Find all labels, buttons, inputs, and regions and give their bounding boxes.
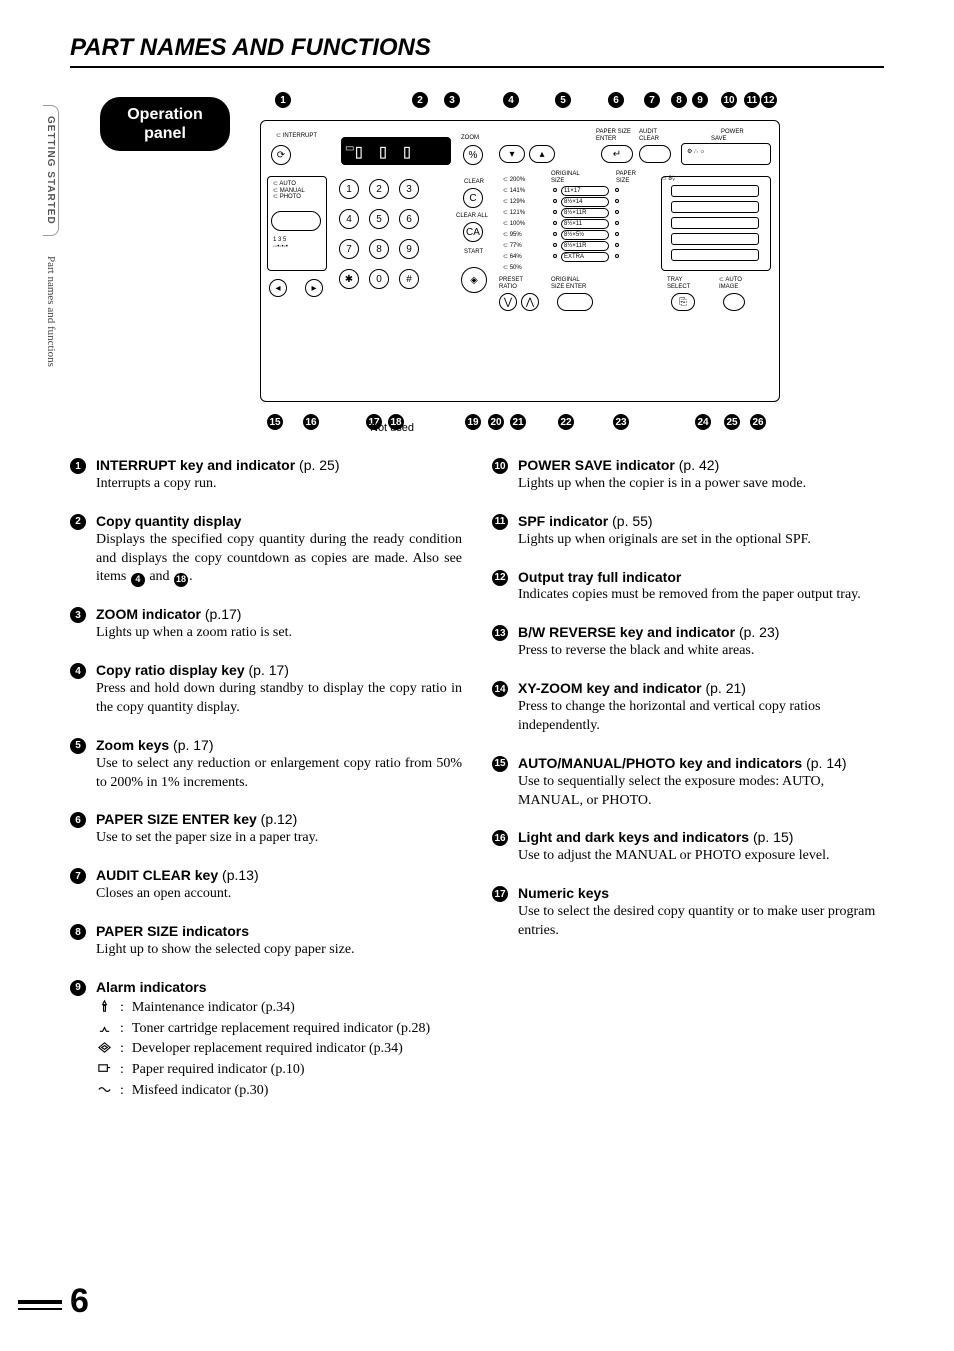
item-1: 1 INTERRUPT key and indicator (p. 25)Int… xyxy=(70,456,462,494)
side-tabs: GETTING STARTED Part names and functions xyxy=(36,105,66,367)
not-used-label: Not used xyxy=(370,422,414,434)
item-7: 7 AUDIT CLEAR key (p.13)Closes an open a… xyxy=(70,866,462,904)
developer-icon xyxy=(96,1040,112,1055)
item-13: 13 B/W REVERSE key and indicator (p. 23)… xyxy=(492,623,884,661)
callout-5: 5 xyxy=(555,92,571,108)
callout-12: 12 xyxy=(761,92,777,108)
callout-11: 11 xyxy=(744,92,760,108)
callout-9: 9 xyxy=(692,92,708,108)
callout-19: 19 xyxy=(465,414,481,430)
callout-7: 7 xyxy=(644,92,660,108)
item-15: 15 AUTO/MANUAL/PHOTO key and indicators … xyxy=(492,754,884,811)
item-17: 17 Numeric keysUse to select the desired… xyxy=(492,884,884,941)
item-bullet-5: 5 xyxy=(70,738,86,754)
paper-icon xyxy=(96,1061,112,1076)
page-number: 6 xyxy=(70,1282,89,1321)
item-6: 6 PAPER SIZE ENTER key (p.12)Use to set … xyxy=(70,810,462,848)
op-badge-line1: Operation xyxy=(127,106,203,123)
item-bullet-3: 3 xyxy=(70,607,86,623)
item-16: 16 Light and dark keys and indicators (p… xyxy=(492,828,884,866)
callout-1: 1 xyxy=(275,92,291,108)
misfeed-icon xyxy=(96,1082,112,1097)
op-badge-line2: panel xyxy=(144,125,186,142)
item-14: 14 XY-ZOOM key and indicator (p. 21)Pres… xyxy=(492,679,884,736)
callout-22: 22 xyxy=(558,414,574,430)
left-column: 1 INTERRUPT key and indicator (p. 25)Int… xyxy=(70,456,462,1119)
item-8: 8 PAPER SIZE indicatorsLight up to show … xyxy=(70,922,462,960)
item-bullet-14: 14 xyxy=(492,681,508,697)
item-bullet-12: 12 xyxy=(492,570,508,586)
operation-panel-diagram: 123456789101112 ⊂ INTERRUPT⟳▯ ▯ ▯▭ZOOM%▾… xyxy=(260,92,780,432)
side-tab-section: Part names and functions xyxy=(45,256,57,367)
item-bullet-10: 10 xyxy=(492,458,508,474)
toner-icon xyxy=(96,1020,112,1035)
item-bullet-15: 15 xyxy=(492,756,508,772)
item-bullet-7: 7 xyxy=(70,868,86,884)
item-bullet-13: 13 xyxy=(492,625,508,641)
item-bullet-1: 1 xyxy=(70,458,86,474)
maintenance-icon xyxy=(96,999,112,1014)
callout-10: 10 xyxy=(721,92,737,108)
item-bullet-6: 6 xyxy=(70,812,86,828)
item-bullet-9: 9 xyxy=(70,980,86,996)
item-2: 2 Copy quantity displayDisplays the spec… xyxy=(70,512,462,588)
callout-3: 3 xyxy=(444,92,460,108)
item-9: 9 Alarm indicators:Maintenance indicator… xyxy=(70,978,462,1101)
item-bullet-16: 16 xyxy=(492,830,508,846)
item-10: 10 POWER SAVE indicator (p. 42)Lights up… xyxy=(492,456,884,494)
item-3: 3 ZOOM indicator (p.17)Lights up when a … xyxy=(70,605,462,643)
item-4: 4 Copy ratio display key (p. 17)Press an… xyxy=(70,661,462,718)
callout-26: 26 xyxy=(750,414,766,430)
callout-23: 23 xyxy=(613,414,629,430)
right-column: 10 POWER SAVE indicator (p. 42)Lights up… xyxy=(492,456,884,1119)
item-bullet-4: 4 xyxy=(70,663,86,679)
item-bullet-8: 8 xyxy=(70,924,86,940)
callout-25: 25 xyxy=(724,414,740,430)
callout-24: 24 xyxy=(695,414,711,430)
item-bullet-17: 17 xyxy=(492,886,508,902)
definitions-columns: 1 INTERRUPT key and indicator (p. 25)Int… xyxy=(70,456,884,1119)
item-12: 12 Output tray full indicatorIndicates c… xyxy=(492,568,884,606)
callout-20: 20 xyxy=(488,414,504,430)
side-tab-chapter: GETTING STARTED xyxy=(43,105,59,236)
callout-6: 6 xyxy=(608,92,624,108)
callout-16: 16 xyxy=(303,414,319,430)
item-bullet-2: 2 xyxy=(70,514,86,530)
item-bullet-11: 11 xyxy=(492,514,508,530)
operation-panel-badge: Operation panel xyxy=(100,97,230,151)
callout-8: 8 xyxy=(671,92,687,108)
callout-15: 15 xyxy=(267,414,283,430)
callout-21: 21 xyxy=(510,414,526,430)
upper-section: Operation panel 123456789101112 ⊂ INTERR… xyxy=(70,92,884,432)
item-11: 11 SPF indicator (p. 55)Lights up when o… xyxy=(492,512,884,550)
callout-2: 2 xyxy=(412,92,428,108)
item-5: 5 Zoom keys (p. 17)Use to select any red… xyxy=(70,736,462,793)
callout-4: 4 xyxy=(503,92,519,108)
page-title: PART NAMES AND FUNCTIONS xyxy=(70,34,884,68)
